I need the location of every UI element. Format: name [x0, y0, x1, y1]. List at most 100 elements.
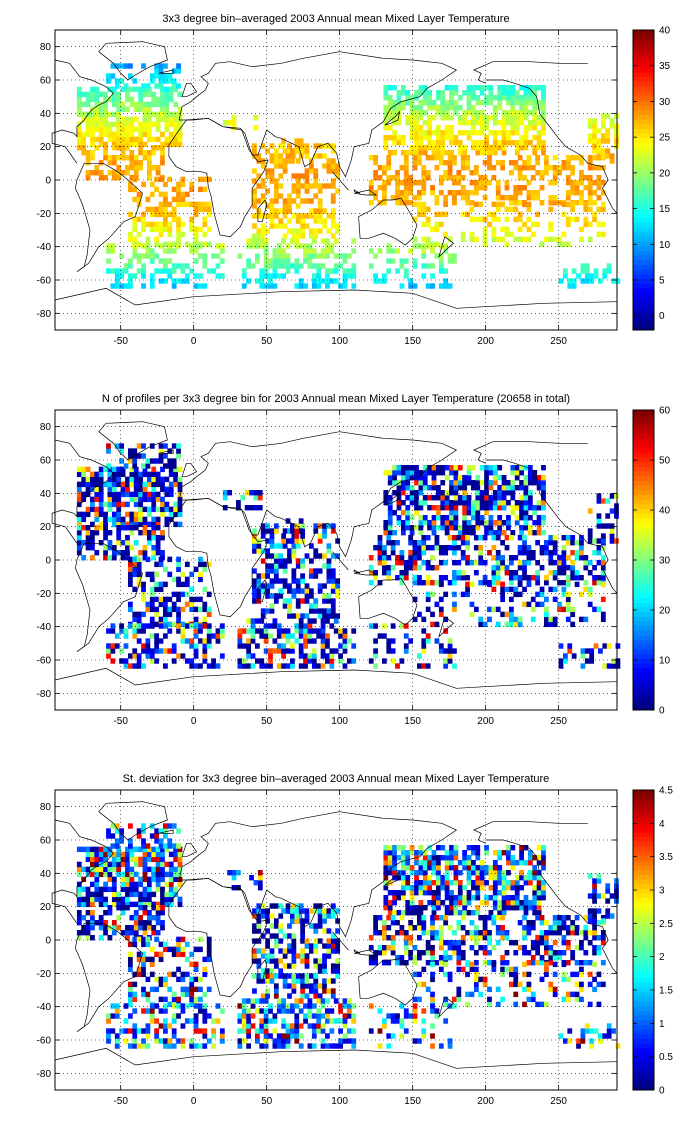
heatmap-cell: [536, 485, 542, 491]
heatmap-cell: [155, 901, 161, 908]
heatmap-cell: [335, 928, 341, 934]
heatmap-cell: [303, 653, 308, 659]
heatmap-cell: [519, 105, 524, 111]
heatmap-cell: [530, 195, 536, 201]
heatmap-cell: [400, 105, 406, 111]
heatmap-cell: [453, 140, 459, 146]
heatmap-cell: [133, 101, 139, 108]
heatmap-cell: [438, 283, 444, 289]
heatmap-cell: [184, 278, 190, 284]
heatmap-cell: [120, 901, 126, 908]
heatmap-cell: [565, 241, 571, 248]
heatmap-cell: [501, 505, 507, 511]
heatmap-cell: [475, 115, 481, 121]
heatmap-cell: [90, 131, 95, 138]
heatmap-cell: [273, 903, 279, 909]
heatmap-cell: [322, 183, 327, 189]
heatmap-cell: [484, 480, 489, 486]
heatmap-cell: [403, 160, 409, 166]
heatmap-cell: [252, 588, 257, 594]
heatmap-cell: [106, 1033, 111, 1039]
heatmap-cell: [246, 628, 252, 634]
heatmap-cell: [164, 86, 170, 93]
heatmap-cell: [338, 628, 343, 634]
heatmap-cell: [475, 475, 481, 481]
heatmap-cell: [491, 586, 497, 593]
heatmap-cell: [308, 543, 314, 549]
heatmap-cell: [527, 490, 533, 496]
heatmap-cell: [469, 560, 475, 566]
heatmap-cell: [158, 1038, 164, 1044]
heatmap-cell: [579, 540, 584, 546]
colorbar-step: [633, 273, 654, 279]
heatmap-cell: [202, 966, 208, 973]
heatmap-cell: [300, 563, 306, 569]
heatmap-cell: [377, 185, 383, 191]
heatmap-cell: [151, 501, 157, 508]
heatmap-cell: [173, 136, 179, 143]
heatmap-cell: [400, 85, 406, 91]
heatmap-cell: [425, 565, 431, 571]
heatmap-cell: [164, 486, 170, 493]
heatmap-cell: [129, 175, 135, 181]
heatmap-cell: [215, 243, 221, 249]
heatmap-cell: [316, 633, 322, 639]
heatmap-cell: [295, 543, 301, 549]
heatmap-cell: [291, 958, 297, 964]
heatmap-cell: [425, 638, 431, 644]
heatmap-cell: [412, 216, 418, 223]
heatmap-cell: [129, 516, 135, 523]
heatmap-cell: [163, 946, 168, 953]
heatmap-cell: [513, 586, 519, 593]
heatmap-cell: [532, 470, 538, 476]
chart-panel-3: St. deviation for 3x3 degree bin–average…: [37, 773, 674, 1107]
heatmap-cell: [497, 465, 503, 471]
heatmap-cell: [495, 565, 501, 571]
colorbar-step: [633, 470, 654, 477]
colorbar-step: [633, 536, 654, 542]
heatmap-cell: [290, 1008, 295, 1014]
heatmap-cell: [116, 516, 122, 523]
heatmap-cell: [149, 658, 155, 664]
heatmap-cell: [492, 95, 498, 101]
heatmap-cell: [116, 126, 122, 133]
heatmap-cell: [517, 535, 523, 541]
heatmap-cell: [127, 941, 133, 948]
heatmap-cell: [519, 500, 524, 506]
heatmap-cell: [418, 490, 424, 496]
heatmap-cell: [184, 1018, 190, 1024]
heatmap-cell: [517, 621, 523, 628]
heatmap-cell: [329, 658, 335, 664]
heatmap-cell: [294, 1033, 300, 1039]
heatmap-cell: [294, 1028, 300, 1034]
heatmap-cell: [167, 986, 173, 993]
heatmap-cell: [501, 475, 507, 481]
heatmap-cell: [76, 910, 82, 916]
heatmap-cell: [460, 165, 466, 171]
heatmap-cell: [158, 561, 164, 568]
heatmap-cell: [281, 538, 287, 544]
heatmap-cell: [522, 545, 527, 551]
heatmap-cell: [154, 643, 160, 649]
heatmap-cell: [322, 928, 327, 934]
heatmap-cell: [438, 211, 444, 218]
heatmap-cell: [116, 121, 122, 128]
heatmap-cell: [335, 538, 341, 544]
heatmap-cell: [295, 203, 301, 209]
colorbar-step: [633, 217, 654, 223]
heatmap-cell: [138, 506, 143, 513]
heatmap-cell: [478, 616, 484, 623]
heatmap-cell: [465, 165, 470, 171]
heatmap-cell: [479, 115, 485, 121]
colorbar-step: [633, 611, 654, 617]
heatmap-cell: [256, 538, 262, 544]
heatmap-cell: [202, 241, 208, 248]
heatmap-cell: [276, 248, 282, 254]
heatmap-cell: [163, 263, 168, 269]
heatmap-cell: [430, 226, 435, 233]
heatmap-cell: [138, 131, 143, 138]
heatmap-cell: [552, 550, 558, 556]
heatmap-cell: [142, 471, 148, 478]
heatmap-cell: [574, 555, 580, 561]
heatmap-cell: [600, 498, 606, 504]
